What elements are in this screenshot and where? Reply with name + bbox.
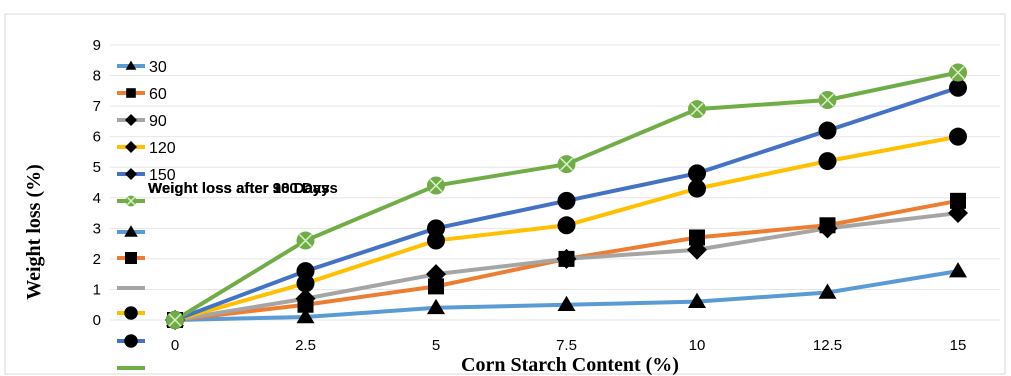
y-tick-label: 6 xyxy=(93,129,101,146)
legend-label: 90 xyxy=(149,113,167,130)
diamond-marker xyxy=(687,239,707,260)
diamond-marker xyxy=(817,218,838,239)
circle-marker xyxy=(688,179,706,198)
diamond-marker xyxy=(125,141,137,153)
diamond-marker xyxy=(948,203,968,224)
circle-marker xyxy=(296,262,315,281)
x-marker xyxy=(557,155,576,174)
y-tick-label: 8 xyxy=(93,68,101,85)
diamond-marker xyxy=(125,168,137,180)
circle-marker xyxy=(818,152,837,171)
x-axis-ticks: 0 2.5 5 7.5 10 12.5 15 xyxy=(171,337,967,354)
y-tick-label: 0 xyxy=(93,312,101,329)
x-tick-label: 2.5 xyxy=(295,337,316,354)
x-axis-title: Corn Starch Content (%) xyxy=(461,354,679,376)
circle-marker xyxy=(557,191,576,210)
diamond-marker xyxy=(125,114,137,126)
y-axis-title: Weight loss (%) xyxy=(23,164,45,300)
triangle-marker xyxy=(124,225,138,237)
x-tick-label: 10 xyxy=(689,337,706,354)
y-tick-label: 5 xyxy=(93,159,101,176)
legend-label: 60 xyxy=(149,86,167,103)
x-tick-label: 5 xyxy=(432,337,440,354)
circle-marker xyxy=(427,219,445,238)
triangle-marker xyxy=(688,292,706,308)
x-tick-label: 15 xyxy=(950,337,967,354)
circle-marker xyxy=(124,306,138,320)
square-marker xyxy=(126,88,136,98)
circle-marker xyxy=(818,121,837,140)
square-marker xyxy=(125,252,137,264)
circle-marker xyxy=(688,164,706,183)
circle-marker xyxy=(949,127,967,146)
overlay-label: Weight loss after 30 Days xyxy=(148,180,329,197)
triangle-marker xyxy=(427,298,445,315)
square-marker xyxy=(428,278,444,295)
triangle-marker xyxy=(125,60,137,70)
y-tick-label: 7 xyxy=(93,98,101,115)
legend-label: 30 xyxy=(149,59,167,76)
y-tick-label: 1 xyxy=(93,281,101,298)
x-tick-label: 7.5 xyxy=(556,337,577,354)
triangle-marker xyxy=(818,283,837,299)
x-tick-label: 12.5 xyxy=(813,337,842,354)
triangle-marker xyxy=(949,262,967,278)
overlay-label: Weight loss after 180 Days xyxy=(148,180,338,197)
square-marker xyxy=(689,229,705,246)
square-marker xyxy=(950,192,966,209)
circle-marker xyxy=(124,334,138,348)
legend: 30 60 90 120 150 xyxy=(117,59,176,370)
overlay-label: Weight loss after 90 Days xyxy=(148,180,329,197)
x-marker xyxy=(688,100,706,119)
x-tick-label: 0 xyxy=(171,337,179,354)
diamond-marker xyxy=(556,248,577,269)
circle-marker xyxy=(557,216,576,235)
y-tick-label: 2 xyxy=(93,251,101,268)
x-marker xyxy=(296,231,315,250)
legend-label: 150 xyxy=(149,167,176,184)
x-marker xyxy=(125,195,137,207)
x-marker xyxy=(166,311,184,329)
series-markers xyxy=(165,63,968,330)
x-marker xyxy=(949,63,967,82)
y-tick-label: 4 xyxy=(93,190,101,207)
triangle-marker xyxy=(296,307,315,324)
y-tick-label: 3 xyxy=(93,220,101,237)
x-marker xyxy=(818,91,837,109)
triangle-marker xyxy=(557,295,576,312)
legend-label: 120 xyxy=(149,140,176,157)
diamond-marker xyxy=(426,264,446,285)
x-marker xyxy=(427,176,445,195)
diamond-marker xyxy=(295,288,316,309)
circle-marker xyxy=(949,78,967,97)
y-tick-label: 9 xyxy=(93,37,101,54)
y-axis-ticks: 0 1 2 3 4 5 6 7 8 9 xyxy=(93,37,101,329)
